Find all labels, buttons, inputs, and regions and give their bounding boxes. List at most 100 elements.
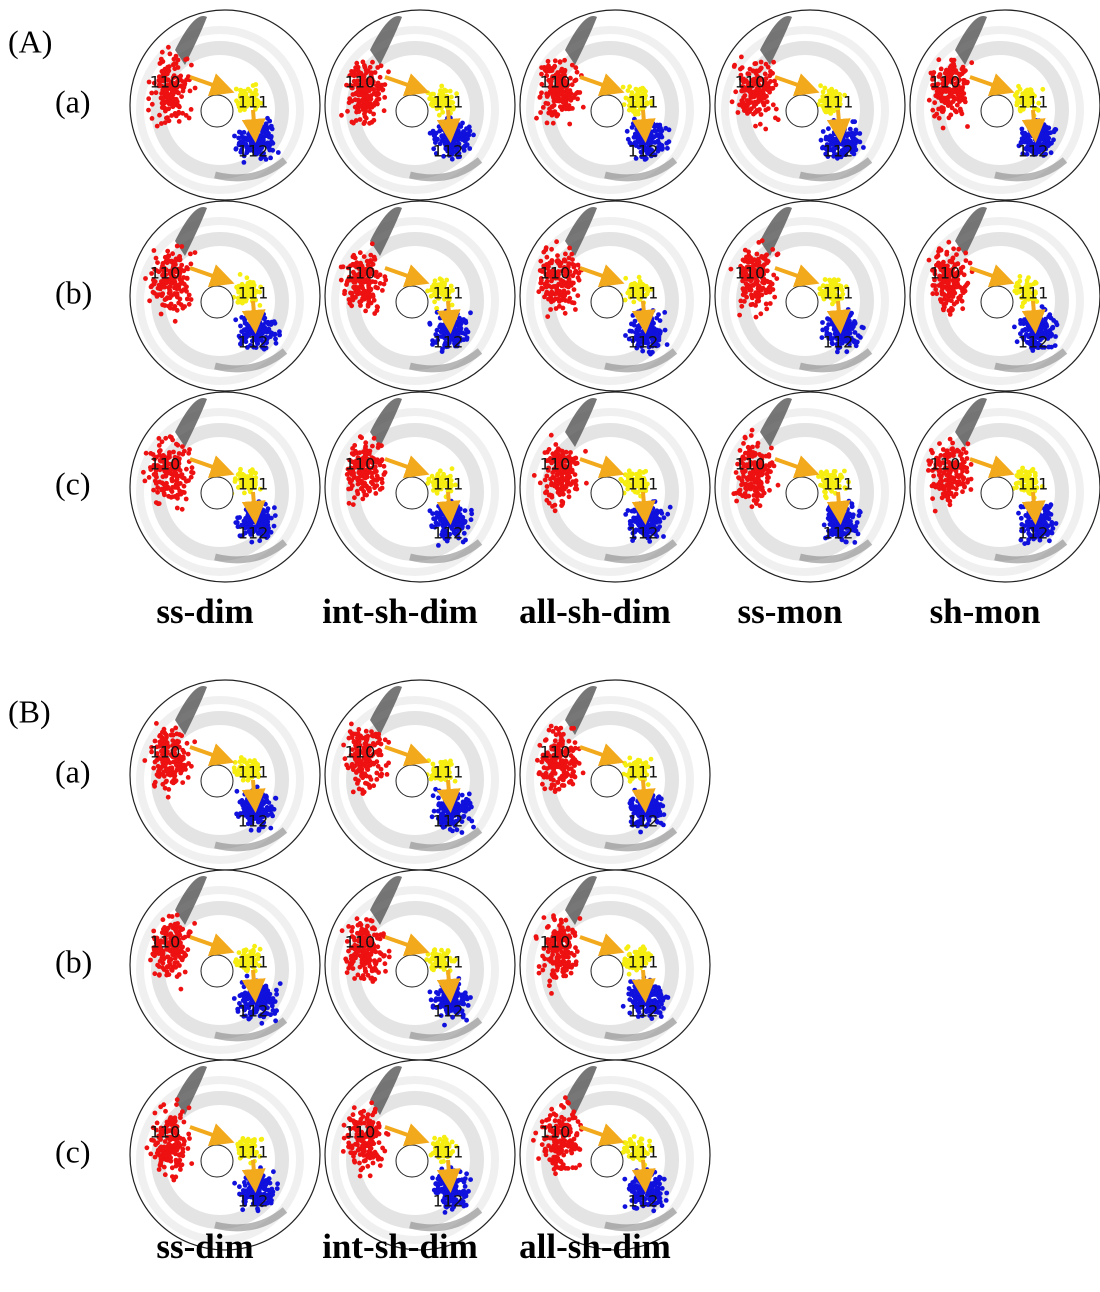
point — [572, 79, 577, 84]
point — [452, 316, 457, 321]
point — [353, 256, 358, 261]
state-label: 110 — [150, 73, 181, 92]
diffraction-cell: 110111112 — [520, 392, 710, 582]
figure: (A)(a)1101111121101111121101111121101111… — [0, 0, 1100, 1292]
point — [545, 290, 550, 295]
point — [466, 330, 471, 335]
point — [945, 250, 950, 255]
point — [1045, 135, 1050, 140]
point — [775, 252, 780, 257]
point — [168, 289, 173, 294]
point — [269, 139, 274, 144]
point — [378, 272, 383, 277]
point — [844, 324, 849, 329]
point — [154, 481, 159, 486]
point — [458, 512, 463, 517]
point — [732, 63, 737, 68]
point — [177, 286, 182, 291]
point — [160, 439, 165, 444]
point — [372, 91, 377, 96]
point — [771, 102, 776, 107]
point — [451, 327, 456, 332]
point — [537, 95, 542, 100]
state-label: 112 — [628, 142, 659, 161]
point — [949, 94, 954, 99]
transition-arrow — [448, 301, 450, 326]
point — [759, 287, 764, 292]
transition-arrow — [448, 110, 450, 135]
point — [570, 273, 575, 278]
point — [846, 307, 851, 312]
state-label: 111 — [238, 475, 269, 494]
point — [930, 108, 935, 113]
point — [963, 251, 968, 256]
point — [272, 505, 277, 510]
diffraction-cell: 110111112 — [520, 201, 710, 391]
point — [965, 124, 970, 129]
point — [346, 476, 351, 481]
page: (A)(a)1101111121101111121101111121101111… — [0, 0, 1100, 1292]
point — [232, 134, 237, 139]
point — [372, 118, 377, 123]
point — [636, 324, 641, 329]
diffraction-cell: 110111112 — [130, 201, 320, 391]
point — [564, 485, 569, 490]
point — [665, 146, 670, 151]
point — [553, 284, 558, 289]
point — [147, 298, 152, 303]
point — [1012, 325, 1017, 330]
beam-stop — [201, 95, 233, 127]
point — [454, 516, 459, 521]
point — [861, 325, 866, 330]
point — [386, 69, 391, 74]
point — [265, 131, 270, 136]
point — [736, 110, 741, 115]
point — [772, 295, 777, 300]
point — [836, 278, 841, 283]
point — [932, 114, 937, 119]
point — [1051, 318, 1056, 323]
point — [737, 313, 742, 318]
point — [184, 497, 189, 502]
point — [1051, 137, 1056, 142]
point — [854, 343, 859, 348]
point — [372, 298, 377, 303]
point — [961, 290, 966, 295]
point — [154, 292, 159, 297]
point — [940, 292, 945, 297]
point — [162, 492, 167, 497]
point — [621, 85, 626, 90]
transition-arrow — [1033, 301, 1035, 326]
point — [938, 297, 943, 302]
point — [188, 252, 193, 257]
point — [249, 323, 254, 328]
point — [469, 517, 474, 522]
point — [764, 62, 769, 67]
point — [379, 63, 384, 68]
point — [339, 278, 344, 283]
point — [358, 250, 363, 255]
point — [165, 96, 170, 101]
state-label: 112 — [1018, 142, 1049, 161]
point — [939, 248, 944, 253]
point — [150, 102, 155, 107]
point — [960, 306, 965, 311]
point — [363, 446, 368, 451]
point — [233, 317, 238, 322]
point — [382, 464, 387, 469]
point — [357, 93, 362, 98]
point — [550, 504, 555, 509]
point — [1044, 125, 1049, 130]
point — [534, 116, 539, 121]
point — [1027, 127, 1032, 132]
point — [968, 261, 973, 266]
point — [956, 247, 961, 252]
point — [193, 250, 198, 255]
point — [629, 322, 634, 327]
point — [272, 524, 277, 529]
point — [858, 140, 863, 145]
point — [936, 57, 941, 62]
point — [932, 100, 937, 105]
point — [651, 308, 656, 313]
point — [168, 52, 173, 57]
